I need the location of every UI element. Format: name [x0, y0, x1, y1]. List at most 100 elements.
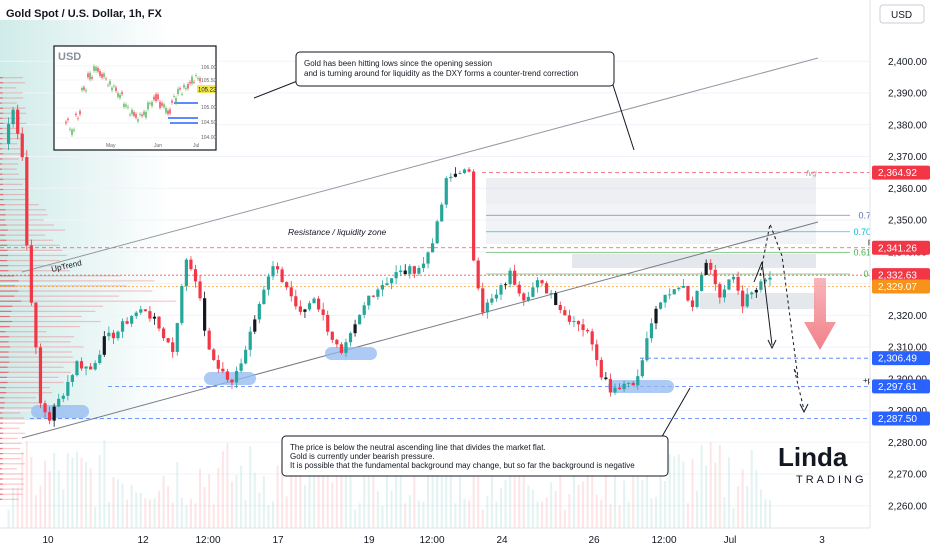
volume-profile-core	[0, 417, 3, 419]
candle-body	[576, 320, 581, 325]
volume-bar	[158, 490, 161, 528]
inset-title: USD	[58, 51, 81, 63]
volume-bar	[258, 492, 261, 528]
volume-bar	[7, 509, 10, 528]
candle-body	[563, 310, 567, 316]
volume-profile-bar	[0, 168, 17, 170]
candle-body	[417, 268, 421, 274]
x-tick-label: 17	[272, 535, 284, 546]
candle-body	[408, 266, 412, 275]
volume-bar	[759, 489, 762, 528]
volume-bar	[185, 505, 188, 528]
inset-candle-body	[75, 113, 77, 116]
volume-profile-core	[0, 397, 5, 399]
inset-candle-body	[95, 67, 97, 71]
candle-body	[608, 379, 613, 393]
volume-bar	[12, 487, 15, 528]
callout-top	[295, 51, 615, 87]
volume-profile-bar	[0, 204, 39, 206]
y-tick-label: 2,280.00	[888, 438, 927, 449]
inset-candle-body	[177, 88, 179, 95]
candle-body	[389, 278, 394, 284]
poi-zone-lower	[700, 293, 816, 309]
volume-profile-bar	[0, 173, 19, 175]
volume-bar	[741, 469, 744, 528]
volume-profile-core	[0, 356, 9, 358]
candle-body	[298, 306, 302, 312]
inset-candle-body	[101, 73, 103, 78]
volume-bar	[691, 458, 694, 528]
volume-bar	[705, 465, 708, 528]
volume-bar	[235, 474, 238, 528]
inset-y-label: 105.00	[201, 105, 217, 111]
volume-bar	[586, 463, 589, 528]
volume-profile-bar	[0, 132, 24, 135]
inset-candle-body	[159, 101, 161, 108]
volume-profile-core	[0, 351, 9, 353]
volume-profile-core	[0, 234, 6, 236]
volume-bar	[746, 486, 749, 528]
price-label: 2,306.49	[878, 354, 917, 365]
candle-body	[139, 309, 143, 313]
volume-bar	[44, 460, 47, 528]
fib-level-label: 0.705	[853, 227, 876, 237]
currency-button-frame[interactable]	[879, 4, 925, 24]
volume-bar	[53, 452, 56, 528]
volume-profile-bar	[0, 295, 119, 297]
inset-candle-body	[73, 129, 75, 131]
volume-bar	[167, 486, 170, 528]
price-label: 2,364.92	[878, 168, 917, 179]
volume-profile-bar	[0, 417, 25, 419]
volume-profile-core	[0, 366, 8, 368]
volume-profile-core	[0, 122, 4, 125]
volume-bar	[618, 505, 621, 528]
y-tick-label: 2,270.00	[888, 470, 927, 481]
candle-body	[649, 323, 654, 339]
volume-profile-bar	[0, 458, 21, 460]
currency-button[interactable]: USD	[879, 4, 925, 24]
candle-body	[130, 316, 134, 324]
volume-bar	[600, 499, 603, 528]
volume-bar	[408, 495, 411, 528]
volume-bar	[390, 490, 393, 528]
volume-bar	[636, 465, 639, 528]
candle-body	[494, 294, 499, 299]
volume-profile-bar	[0, 437, 18, 439]
volume-bar	[477, 463, 480, 528]
volume-profile-core	[0, 386, 6, 389]
inset-candle-body	[149, 103, 151, 105]
volume-bar	[395, 463, 398, 528]
volume-profile-core	[0, 254, 8, 257]
inset-candle-body	[109, 81, 111, 85]
candle-body	[426, 252, 430, 264]
volume-bar	[244, 499, 247, 528]
volume-profile-bar	[0, 310, 96, 312]
volume-bar	[66, 453, 69, 528]
candle-body	[481, 288, 485, 313]
inset-y-label: 106.00	[201, 65, 217, 71]
volume-profile-bar	[0, 77, 23, 79]
volume-profile-core	[0, 270, 9, 272]
inset-candle-body	[131, 109, 133, 115]
inset-candle-body	[143, 111, 145, 116]
inset-x-label: Jul	[193, 143, 199, 149]
volume-profile-core	[0, 163, 3, 165]
volume-profile-bar	[0, 478, 24, 480]
volume-profile-core	[0, 259, 8, 262]
volume-bar	[240, 465, 243, 528]
volume-bar	[367, 441, 370, 528]
inset-x-label: Jun	[154, 143, 162, 149]
volume-bar	[303, 485, 306, 528]
price-axis-background	[870, 0, 932, 528]
volume-bar	[189, 498, 192, 528]
volume-bar	[709, 442, 712, 528]
fvg-label: fvg	[806, 169, 817, 178]
candle-body	[636, 376, 640, 386]
candle-body	[513, 270, 517, 285]
volume-bar	[326, 459, 329, 528]
candle-body	[403, 270, 407, 275]
volume-profile-core	[0, 381, 8, 384]
currency-button-label[interactable]: USD	[891, 10, 912, 21]
volume-profile-bar	[0, 163, 19, 165]
